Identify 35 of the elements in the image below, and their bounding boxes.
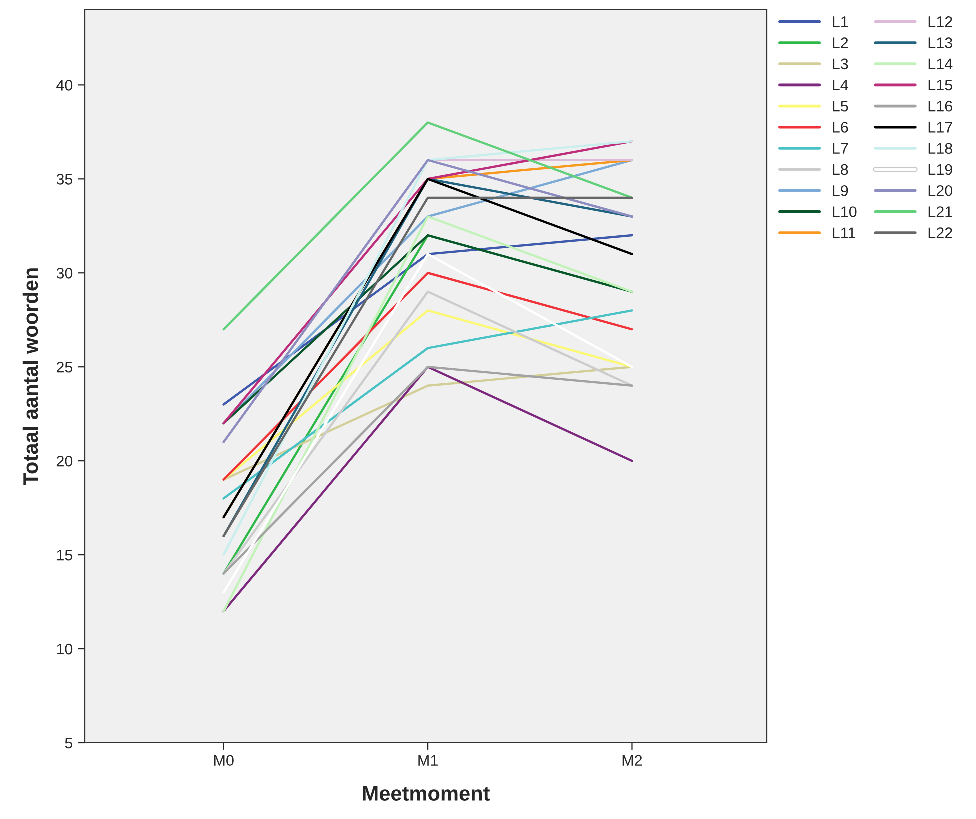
y-tick-label: 40: [56, 80, 73, 91]
x-tick-label: M2: [622, 755, 642, 766]
legend-label: L11: [833, 228, 856, 238]
legend-label: L5: [833, 101, 848, 112]
legend-label: L3: [833, 58, 848, 70]
legend-label: L2: [833, 38, 848, 48]
x-tick-label: M1: [418, 755, 438, 766]
y-tick-label: 35: [56, 174, 73, 185]
legend-label: L19: [928, 164, 952, 176]
legend-label: L20: [928, 185, 953, 196]
y-tick-label: 5: [65, 738, 73, 749]
y-tick-label: 30: [56, 268, 73, 279]
legend-label: L1: [833, 16, 848, 28]
x-axis-title: Meetmoment: [363, 786, 490, 802]
legend-label: L21: [928, 206, 952, 218]
y-tick-label: 25: [56, 362, 73, 373]
y-axis-title: Totaal aantal woorden: [22, 268, 38, 486]
legend-label: L13: [928, 38, 952, 48]
legend-label: L22: [928, 228, 952, 238]
legend-label: L15: [928, 80, 952, 91]
legend-label: L17: [928, 122, 952, 133]
legend-label: L8: [833, 164, 848, 176]
legend-label: L18: [928, 143, 952, 154]
y-tick-label: 10: [57, 644, 73, 655]
legend-label: L6: [833, 122, 848, 133]
legend-label: L4: [833, 80, 848, 91]
legend-label: L14: [928, 58, 953, 70]
y-tick-label: 20: [56, 456, 73, 467]
x-tick-label: M0: [214, 755, 234, 766]
legend-label: L16: [928, 100, 952, 112]
legend-label: L12: [928, 16, 952, 28]
legend-label: L7: [833, 143, 848, 154]
y-tick-label: 15: [57, 550, 73, 561]
legend-label: L9: [833, 185, 848, 196]
legend-label: L10: [833, 206, 857, 218]
